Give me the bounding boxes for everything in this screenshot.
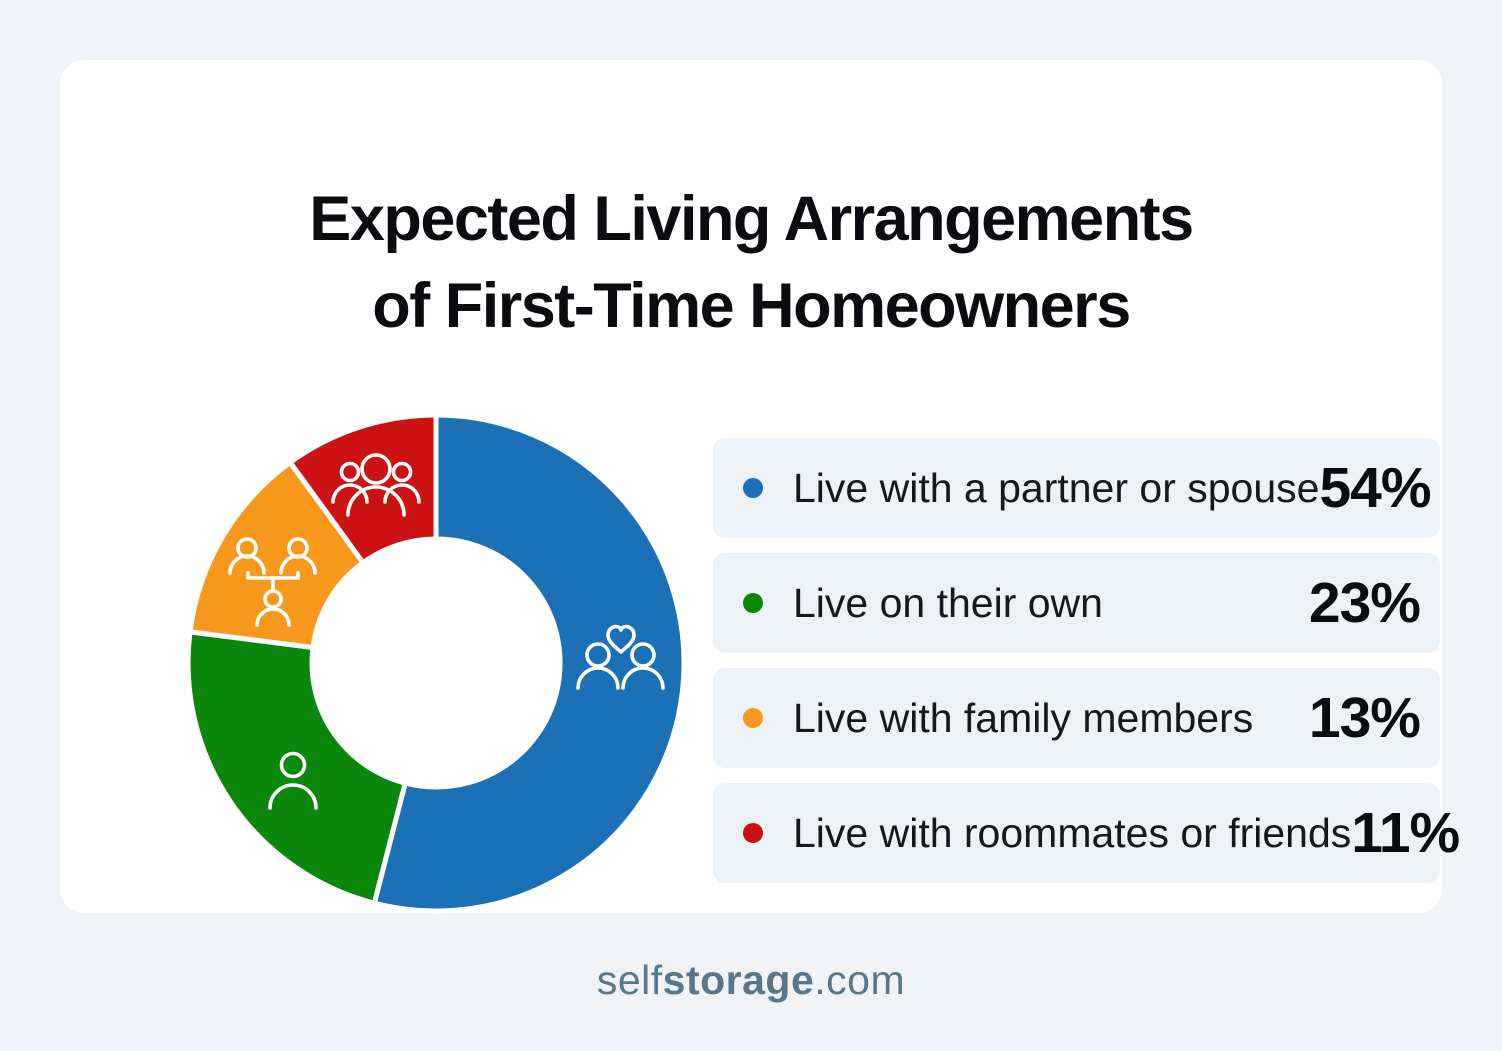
segment-own [185,629,408,906]
title-line-2: of First-Time Homeowners [372,271,1131,341]
legend-label: Live with family members [793,694,1254,741]
family-icon [228,537,317,627]
legend-dot-green-icon [743,593,763,613]
single-person-icon [268,751,318,810]
legend-label: Live on their own [793,579,1103,626]
infographic-card: Expected Living Arrangements of First-Ti… [60,60,1460,915]
legend-value: 13% [1308,686,1421,750]
legend-dot-red-icon [743,823,763,843]
legend-value: 23% [1308,571,1421,635]
couple-heart-icon [576,624,665,690]
donut-chart [185,410,688,915]
group-icon [331,453,421,517]
legend-row-family: Live with family members 13% [713,668,1440,768]
legend-label: Live with a partner or spouse [793,464,1320,511]
title-line-1: Expected Living Arrangements [309,184,1194,254]
legend-dot-blue-icon [743,478,763,498]
donut-chart-svg [185,412,687,914]
legend-label: Live with roommates or friends [793,809,1352,856]
legend-row-roommates: Live with roommates or friends 11% [713,783,1460,883]
legend-row-own: Live on their own 23% [713,553,1440,653]
brand-storage: storage [662,957,815,1003]
page-title: Expected Living Arrangements of First-Ti… [60,176,1442,350]
legend-value: 54% [1319,456,1431,520]
legend-row-partner-spouse: Live with a partner or spouse 54% [713,438,1440,538]
brand-self: self [596,957,663,1003]
segment-partner-spouse [371,412,687,914]
segment-family [187,459,366,650]
footer-brand: selfstorage.com [0,957,1502,1004]
legend: Live with a partner or spouse 54% Live o… [713,438,1460,898]
brand-dotcom: .com [814,957,906,1003]
legend-value: 11% [1351,801,1460,865]
legend-dot-orange-icon [743,708,763,728]
